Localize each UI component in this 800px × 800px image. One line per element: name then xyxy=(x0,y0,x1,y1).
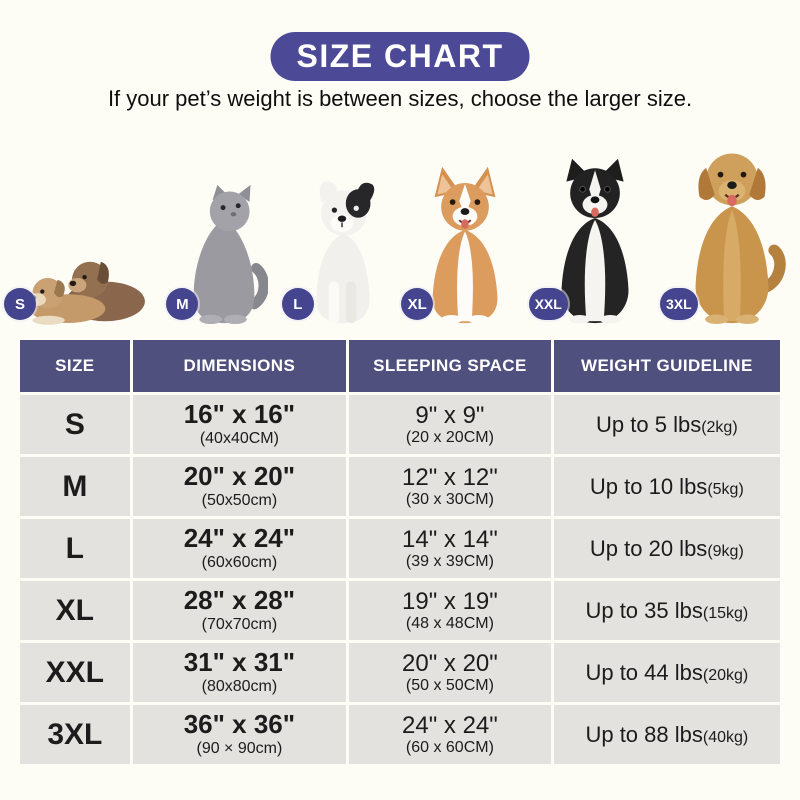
pet-size-xxl: XXL xyxy=(528,153,647,330)
sleeping-cm: (39 x 39CM) xyxy=(405,552,494,570)
dimensions-cm: (90 × 90cm) xyxy=(196,739,283,757)
table-cell-dimensions: 24" x 24" (60x60cm) xyxy=(132,519,347,578)
size-badge-3xl: 3XL xyxy=(659,288,698,320)
table-cell-dimensions: 16" x 16" (40x40CM) xyxy=(132,395,347,454)
golden-retriever-icon xyxy=(695,153,786,325)
dimensions-cm: (40x40CM) xyxy=(199,429,279,447)
title-banner: SIZE CHART xyxy=(270,32,530,81)
pets-row: S M xyxy=(0,120,800,330)
pet-size-l: L xyxy=(281,175,388,330)
table-cell-size: 3XL xyxy=(20,705,130,764)
weight-kg: (5kg) xyxy=(707,480,744,498)
dimensions-cm: (80x80cm) xyxy=(201,677,278,695)
dimensions-cm: (50x50cm) xyxy=(201,491,278,509)
weight-kg: (40kg) xyxy=(702,728,749,746)
header-cell-weight-guideline: WEIGHT GUIDELINE xyxy=(553,340,780,392)
weight-lbs: Up to 44 lbs xyxy=(585,659,703,685)
sleeping-inches: 12" x 12" xyxy=(402,463,498,491)
table-cell-weight: Up to 20 lbs (9kg) xyxy=(553,519,780,578)
table-cell-dimensions: 36" x 36" (90 × 90cm) xyxy=(132,705,347,764)
sleeping-cm: (20 x 20CM) xyxy=(405,428,494,446)
weight-kg: (20kg) xyxy=(702,666,749,684)
table-cell-dimensions: 28" x 28" (70x70cm) xyxy=(132,581,347,640)
table-cell-size: M xyxy=(20,457,130,516)
subtitle: If your pet’s weight is between sizes, c… xyxy=(107,86,693,111)
dimensions-inches: 36" x 36" xyxy=(183,709,296,740)
dimensions-cm: (60x60cm) xyxy=(201,553,278,571)
table-cell-weight: Up to 35 lbs (15kg) xyxy=(553,581,780,640)
dimensions-inches: 31" x 31" xyxy=(183,647,296,678)
weight-kg: (9kg) xyxy=(707,542,744,560)
sleeping-cm: (60 x 60CM) xyxy=(405,738,494,756)
size-badge-m: M xyxy=(166,288,199,320)
size-badge-s: S xyxy=(4,288,36,320)
table-cell-dimensions: 20" x 20" (50x50cm) xyxy=(132,457,347,516)
table-cell-sleeping-space: 9" x 9" (20 x 20CM) xyxy=(349,395,551,454)
table-cell-weight: Up to 44 lbs (20kg) xyxy=(553,643,780,702)
sleeping-inches: 9" x 9" xyxy=(415,401,485,429)
table-cell-weight: Up to 5 lbs (2kg) xyxy=(553,395,780,454)
pet-size-s: S xyxy=(4,249,153,330)
table-cell-sleeping-space: 12" x 12" (30 x 30CM) xyxy=(349,457,551,516)
dimensions-inches: 20" x 20" xyxy=(183,461,296,492)
pet-size-m: M xyxy=(166,183,270,330)
sleeping-cm: (50 x 50CM) xyxy=(405,676,494,694)
header-cell-sleeping-space: SLEEPING SPACE xyxy=(349,340,551,392)
weight-kg: (2kg) xyxy=(701,418,738,436)
dimensions-inches: 24" x 24" xyxy=(183,523,296,554)
weight-lbs: Up to 20 lbs xyxy=(589,535,708,561)
sleeping-cm: (30 x 30CM) xyxy=(405,490,494,508)
size-badge-l: L xyxy=(281,288,314,320)
french-bulldog-icon xyxy=(316,181,375,324)
table-cell-weight: Up to 88 lbs (40kg) xyxy=(553,705,780,764)
weight-lbs: Up to 10 lbs xyxy=(589,473,708,499)
sleeping-inches: 14" x 14" xyxy=(402,525,498,553)
table-cell-sleeping-space: 19" x 19" (48 x 48CM) xyxy=(349,581,551,640)
size-badge-xxl: XXL xyxy=(528,288,568,320)
table-cell-size: S xyxy=(20,395,130,454)
table-cell-sleeping-space: 14" x 14" (39 x 39CM) xyxy=(349,519,551,578)
weight-lbs: Up to 35 lbs xyxy=(585,597,703,623)
puppies-icon xyxy=(29,261,145,325)
table-cell-size: XXL xyxy=(20,643,130,702)
pet-size-3xl: 3XL xyxy=(659,143,790,330)
table-cell-weight: Up to 10 lbs (5kg) xyxy=(553,457,780,516)
table-cell-dimensions: 31" x 31" (80x80cm) xyxy=(132,643,347,702)
size-table: SIZE DIMENSIONS SLEEPING SPACE WEIGHT GU… xyxy=(20,340,780,764)
header-cell-dimensions: DIMENSIONS xyxy=(132,340,347,392)
table-cell-size: L xyxy=(20,519,130,578)
weight-lbs: Up to 5 lbs xyxy=(596,411,702,437)
table-cell-sleeping-space: 24" x 24" (60 x 60CM) xyxy=(349,705,551,764)
dimensions-cm: (70x70cm) xyxy=(201,615,278,633)
pet-size-xl: XL xyxy=(401,163,515,330)
sleeping-inches: 19" x 19" xyxy=(402,587,498,615)
weight-kg: (15kg) xyxy=(702,604,749,622)
weight-lbs: Up to 88 lbs xyxy=(585,721,703,747)
size-badge-xl: XL xyxy=(401,288,434,320)
header-cell-size: SIZE xyxy=(20,340,130,392)
dimensions-inches: 16" x 16" xyxy=(183,399,296,430)
page-title: SIZE CHART xyxy=(296,38,504,74)
cat-icon xyxy=(194,184,270,325)
table-cell-size: XL xyxy=(20,581,130,640)
sleeping-inches: 24" x 24" xyxy=(402,711,498,739)
dimensions-inches: 28" x 28" xyxy=(183,585,296,616)
corgi-icon xyxy=(432,166,498,324)
border-collie-icon xyxy=(561,158,629,324)
table-cell-sleeping-space: 20" x 20" (50 x 50CM) xyxy=(349,643,551,702)
sleeping-cm: (48 x 48CM) xyxy=(405,614,494,632)
sleeping-inches: 20" x 20" xyxy=(402,649,498,677)
